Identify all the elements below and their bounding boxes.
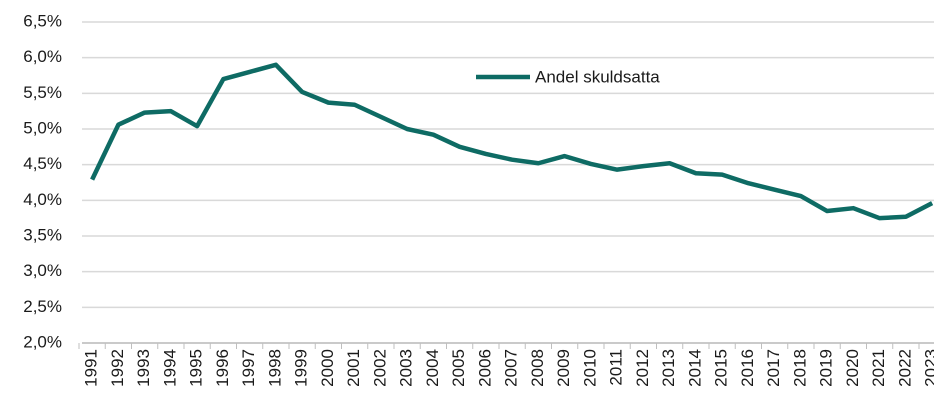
- x-tick-label: 1994: [160, 349, 179, 387]
- x-tick-label: 2016: [738, 349, 757, 387]
- x-tick-label: 2003: [397, 349, 416, 387]
- x-tick-label: 2000: [318, 349, 337, 387]
- x-tick-label: 2013: [659, 349, 678, 387]
- x-tick-label: 1997: [239, 349, 258, 387]
- x-tick-label: 2017: [764, 349, 783, 387]
- x-tick-label: 2018: [790, 349, 809, 387]
- x-tick-label: 2014: [685, 349, 704, 387]
- y-tick-label: 5,0%: [23, 118, 62, 137]
- y-tick-label: 4,5%: [23, 154, 62, 173]
- x-tick-label: 1998: [265, 349, 284, 387]
- y-tick-label: 6,5%: [23, 11, 62, 30]
- y-tick-label: 3,5%: [23, 225, 62, 244]
- x-tick-label: 2004: [423, 349, 442, 387]
- x-tick-label: 1992: [108, 349, 127, 387]
- x-tick-label: 2007: [502, 349, 521, 387]
- x-tick-label: 2015: [712, 349, 731, 387]
- x-tick-label: 2009: [554, 349, 573, 387]
- y-tick-label: 2,5%: [23, 297, 62, 316]
- y-tick-label: 6,0%: [23, 47, 62, 66]
- x-tick-label: 1996: [213, 349, 232, 387]
- x-tick-label: 2011: [607, 349, 626, 386]
- series-line: [90, 62, 934, 221]
- y-tick-label: 2,0%: [23, 332, 62, 351]
- x-tick-label: 1995: [187, 349, 206, 387]
- legend-label: Andel skuldsatta: [535, 67, 660, 86]
- y-tick-label: 3,0%: [23, 261, 62, 280]
- y-tick-label: 4,0%: [23, 190, 62, 209]
- x-tick-label: 1999: [292, 349, 311, 387]
- x-tick-label: 1991: [82, 349, 101, 387]
- x-tick-label: 2021: [869, 349, 888, 387]
- x-tick-label: 2001: [344, 349, 363, 387]
- x-tick-label: 2006: [475, 349, 494, 387]
- y-tick-label: 5,5%: [23, 83, 62, 102]
- x-tick-label: 2005: [449, 349, 468, 387]
- x-tick-label: 2010: [580, 349, 599, 387]
- x-tick-label: 2022: [895, 349, 914, 387]
- x-tick-label: 2008: [528, 349, 547, 387]
- x-tick-label: 2020: [843, 349, 862, 387]
- x-tick-label: 2002: [370, 349, 389, 387]
- x-tick-label: 2023: [922, 349, 934, 387]
- x-tick-label: 2012: [633, 349, 652, 387]
- x-tick-label: 1993: [134, 349, 153, 387]
- x-tick-label: 2019: [817, 349, 836, 387]
